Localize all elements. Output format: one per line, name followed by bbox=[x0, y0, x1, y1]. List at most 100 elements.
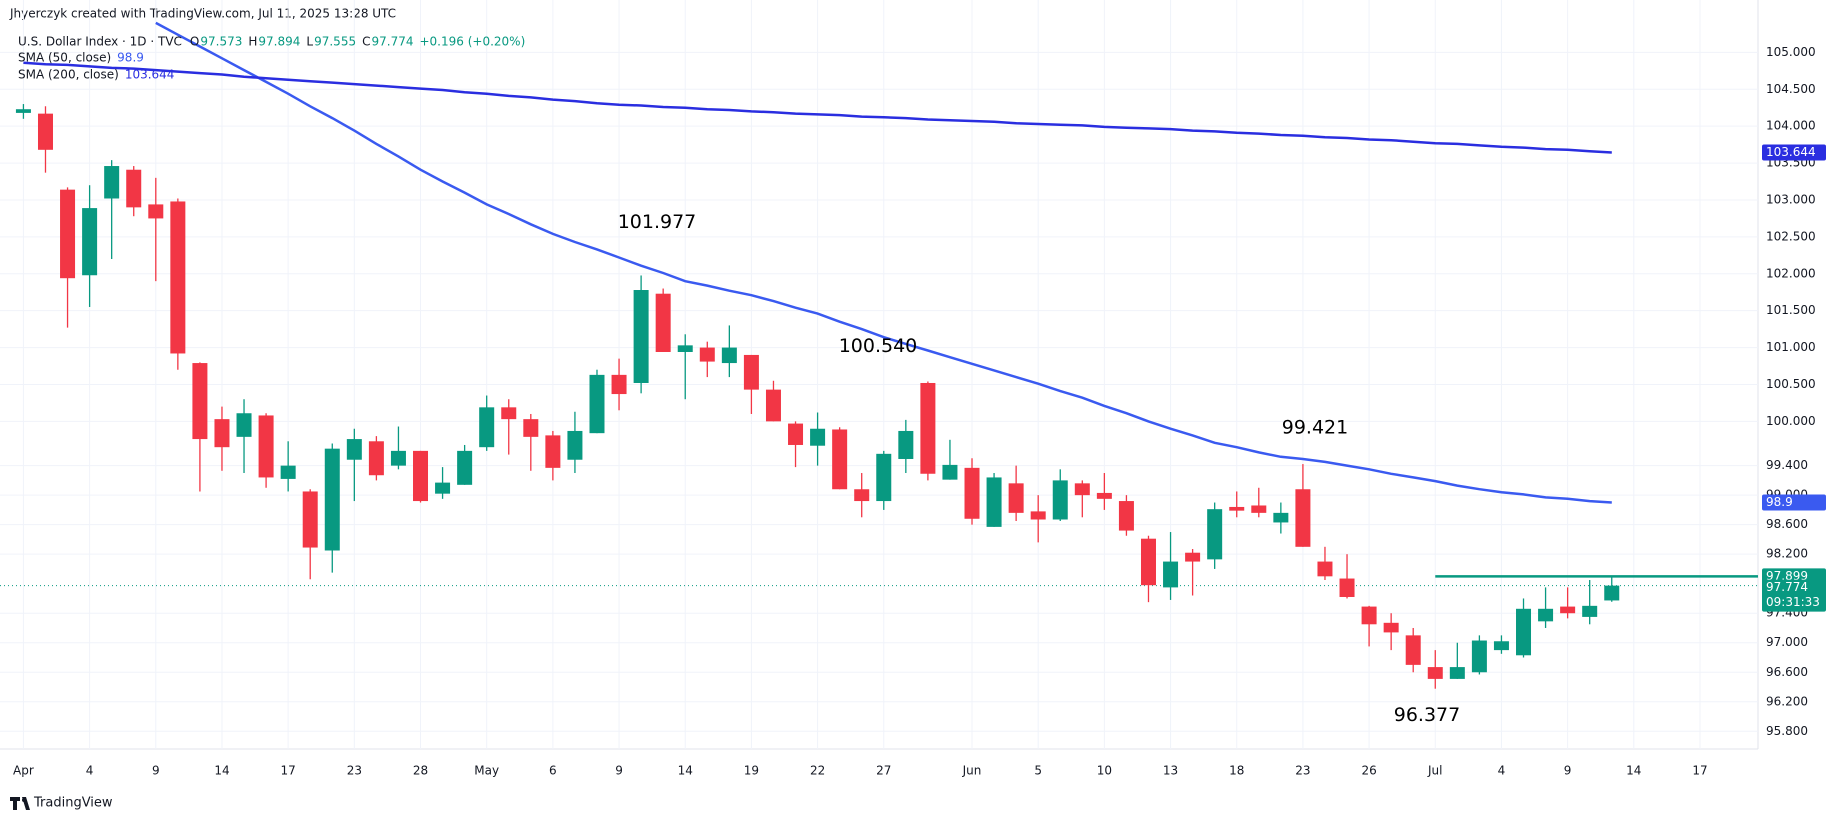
price-annotation: 100.540 bbox=[839, 335, 918, 357]
y-tick-label: 101.000 bbox=[1766, 340, 1816, 354]
x-tick-label: Apr bbox=[13, 764, 34, 778]
candle-body bbox=[523, 419, 539, 437]
candle-body bbox=[324, 448, 340, 551]
candle-body bbox=[435, 482, 451, 494]
candle-body bbox=[1538, 608, 1554, 622]
candle-body bbox=[545, 435, 561, 468]
candle-body bbox=[633, 290, 649, 383]
candle-body bbox=[986, 477, 1002, 527]
candle-body bbox=[346, 439, 362, 460]
candle-body bbox=[743, 354, 759, 390]
candle-body bbox=[368, 441, 384, 476]
countdown: 09:31:33 bbox=[1766, 595, 1820, 609]
ohlc-value: 97.555 bbox=[314, 35, 356, 49]
x-tick-label: Jun bbox=[962, 764, 982, 778]
candle-body bbox=[1493, 641, 1509, 651]
candle-body bbox=[1030, 511, 1046, 520]
x-tick-label: 22 bbox=[810, 764, 825, 778]
brand-name: TradingView bbox=[33, 796, 113, 811]
price-tag bbox=[1762, 494, 1826, 511]
candle-body bbox=[854, 489, 870, 502]
y-tick-label: 102.500 bbox=[1766, 229, 1816, 243]
y-tick-label: 99.400 bbox=[1766, 458, 1808, 472]
candle-body bbox=[589, 374, 605, 434]
y-tick-label: 104.500 bbox=[1766, 82, 1816, 96]
candle-body bbox=[1273, 512, 1289, 523]
x-tick-label: 6 bbox=[549, 764, 557, 778]
x-tick-label: 4 bbox=[1498, 764, 1506, 778]
x-tick-label: 19 bbox=[744, 764, 759, 778]
x-tick-label: 23 bbox=[347, 764, 362, 778]
y-tick-label: 96.200 bbox=[1766, 694, 1808, 708]
y-tick-label: 100.500 bbox=[1766, 377, 1816, 391]
y-tick-label: 104.000 bbox=[1766, 119, 1816, 133]
x-tick-label: 9 bbox=[1564, 764, 1572, 778]
candle-body bbox=[479, 407, 495, 448]
symbol-title: U.S. Dollar Index · 1D · TVC bbox=[18, 35, 182, 49]
candle-body bbox=[457, 450, 473, 485]
candle-body bbox=[1008, 483, 1024, 513]
candle-body bbox=[920, 382, 936, 474]
x-tick-label: 26 bbox=[1361, 764, 1376, 778]
price-tag-label: 103.644 bbox=[1766, 145, 1816, 159]
candle-body bbox=[611, 374, 627, 395]
candle-body bbox=[898, 430, 914, 459]
plot-area bbox=[0, 21, 1758, 689]
candle-body bbox=[258, 415, 274, 478]
grid bbox=[0, 0, 1758, 749]
candle-body bbox=[37, 113, 53, 150]
x-tick-label: 13 bbox=[1163, 764, 1178, 778]
price-annotation: 96.377 bbox=[1394, 704, 1460, 726]
x-tick-label: 17 bbox=[281, 764, 296, 778]
candle-body bbox=[236, 413, 252, 437]
candle-body bbox=[1074, 483, 1090, 496]
y-tick-label: 100.000 bbox=[1766, 414, 1816, 428]
sma-line bbox=[23, 61, 1612, 154]
candle-body bbox=[60, 189, 76, 279]
candle-body bbox=[1383, 622, 1399, 633]
y-tick-label: 103.000 bbox=[1766, 192, 1816, 206]
x-tick-label: 14 bbox=[678, 764, 693, 778]
y-tick-label: 96.600 bbox=[1766, 665, 1808, 679]
x-tick-label: 17 bbox=[1692, 764, 1707, 778]
candle-body bbox=[1405, 635, 1421, 665]
ohlc-letter: C bbox=[362, 35, 370, 49]
candle-body bbox=[810, 428, 826, 446]
candle-body bbox=[721, 347, 737, 364]
candle-body bbox=[765, 389, 781, 422]
candle-body bbox=[655, 293, 671, 352]
ohlc-value: 97.774 bbox=[371, 35, 413, 49]
candle-body bbox=[1449, 667, 1465, 679]
candle-body bbox=[82, 208, 98, 276]
candle-body bbox=[170, 201, 186, 354]
candle-body bbox=[15, 109, 31, 113]
candle-body bbox=[1516, 608, 1532, 656]
candle-body bbox=[1317, 561, 1333, 577]
candle-body bbox=[413, 450, 429, 502]
candle-body bbox=[214, 419, 230, 448]
candle-body bbox=[1118, 501, 1134, 531]
candle-body bbox=[1185, 552, 1201, 562]
candle-body bbox=[876, 453, 892, 502]
sma-line bbox=[155, 21, 1612, 504]
x-tick-label: May bbox=[474, 764, 499, 778]
candle-body bbox=[1251, 505, 1267, 513]
candle-body bbox=[699, 347, 715, 362]
legend-name: SMA (200, close) bbox=[18, 68, 119, 82]
price-tag-label: 98.9 bbox=[1766, 495, 1793, 509]
candle-body bbox=[104, 166, 120, 199]
candle-body bbox=[1604, 585, 1620, 601]
ohlc-letter: L bbox=[306, 35, 313, 49]
price-tag-label: 97.774 bbox=[1766, 580, 1808, 594]
candle-body bbox=[1140, 538, 1156, 586]
candle-body bbox=[1207, 509, 1223, 560]
candle-body bbox=[832, 429, 848, 490]
x-tick-label: 28 bbox=[413, 764, 428, 778]
x-tick-label: 9 bbox=[615, 764, 623, 778]
candle-body bbox=[1339, 578, 1355, 597]
candle-body bbox=[1096, 492, 1112, 499]
x-tick-label: 14 bbox=[214, 764, 229, 778]
candle-body bbox=[677, 345, 693, 352]
x-tick-label: 18 bbox=[1229, 764, 1244, 778]
